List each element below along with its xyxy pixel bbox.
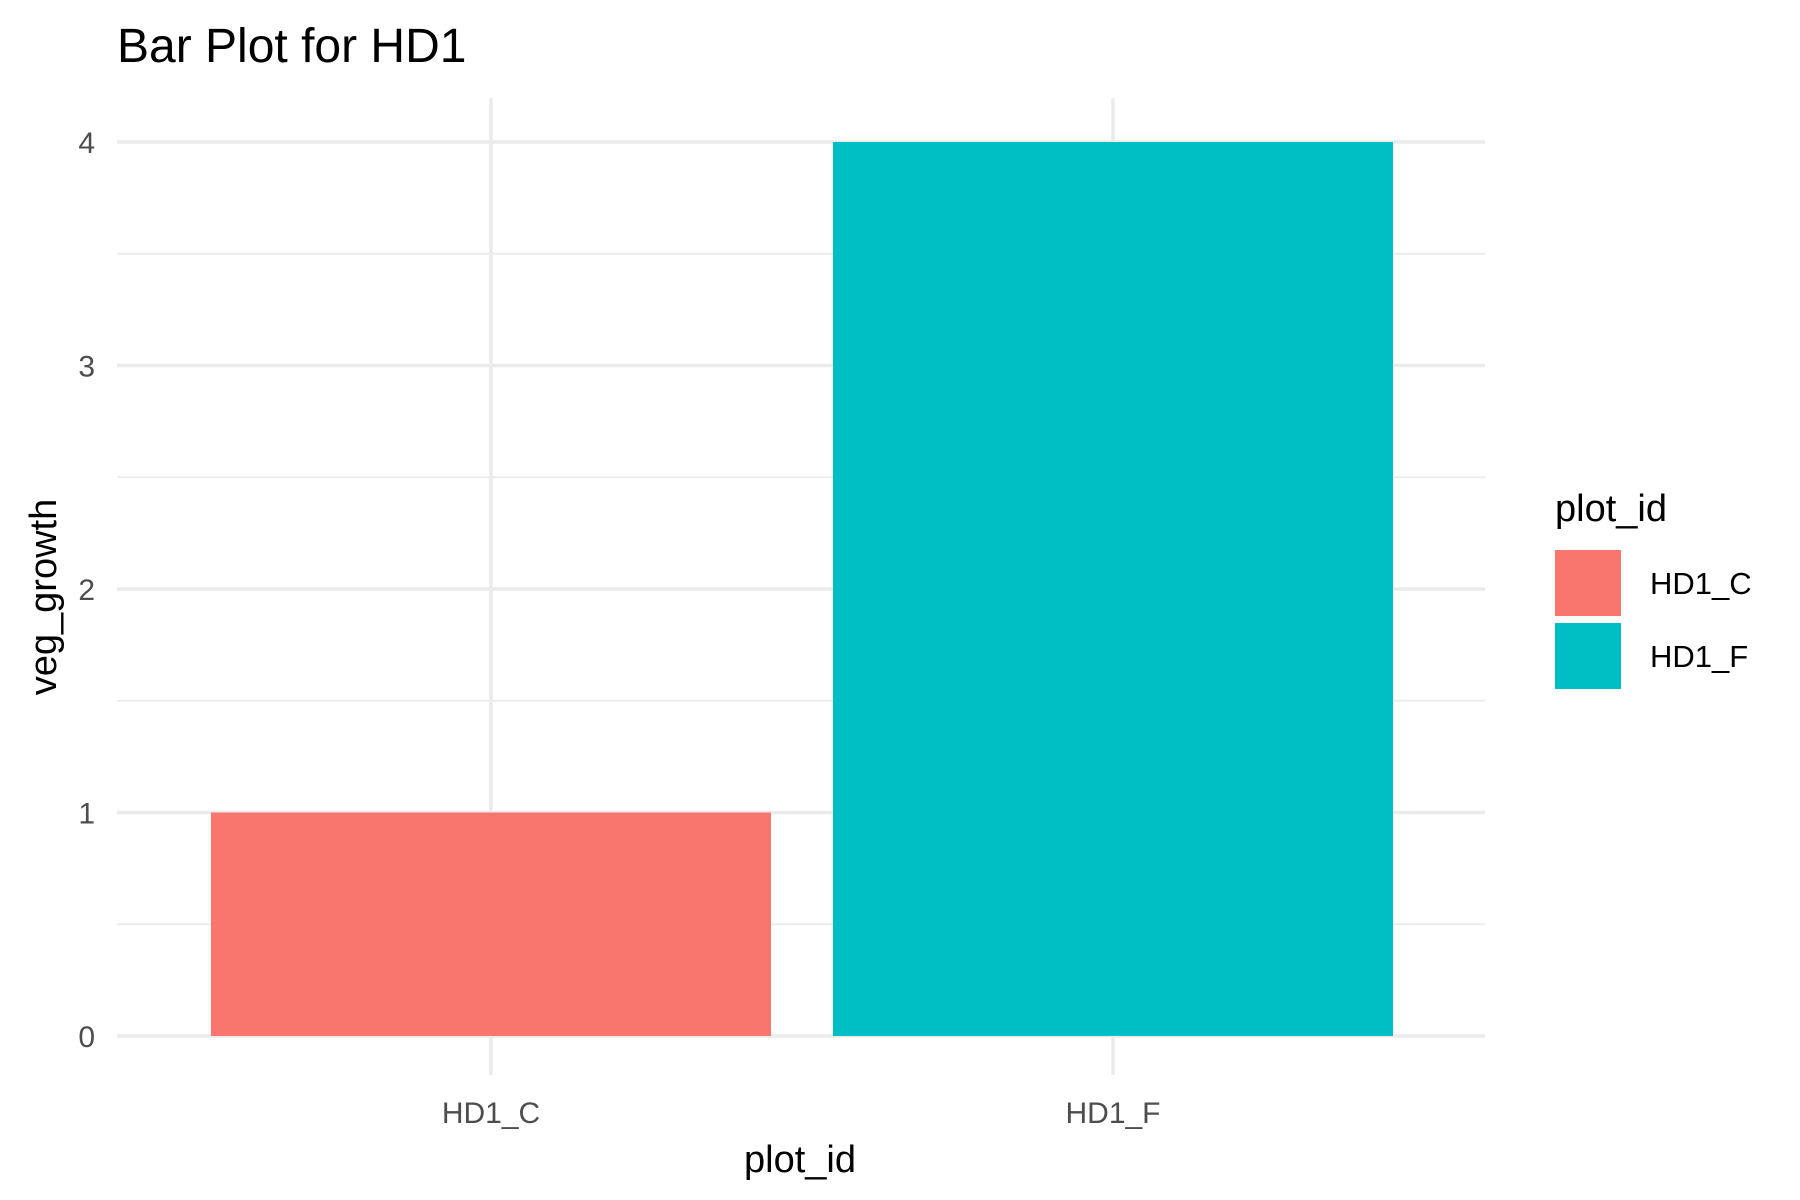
y-axis-title: veg_growth <box>23 499 65 695</box>
y-tick-label: 4 <box>78 127 95 160</box>
x-tick-label: HD1_C <box>442 1097 540 1130</box>
y-tick-label: 3 <box>78 351 95 384</box>
y-axis-ticks: 0 1 2 3 4 <box>78 127 95 1054</box>
legend-label: HD1_F <box>1650 639 1748 674</box>
legend: plot_id HD1_C HD1_F <box>1555 488 1752 689</box>
chart-title: Bar Plot for HD1 <box>117 20 466 73</box>
bar-hd1-c <box>211 812 771 1036</box>
x-tick-label: HD1_F <box>1065 1097 1160 1130</box>
bar-hd1-f <box>833 142 1393 1036</box>
y-tick-label: 2 <box>78 574 95 607</box>
bars <box>211 142 1393 1036</box>
legend-swatch <box>1555 623 1621 689</box>
legend-entries: HD1_C HD1_F <box>1555 550 1752 689</box>
y-tick-label: 1 <box>78 798 95 831</box>
legend-label: HD1_C <box>1650 566 1752 601</box>
x-axis-title: plot_id <box>744 1139 856 1181</box>
y-tick-label: 0 <box>78 1021 95 1054</box>
legend-swatch <box>1555 550 1621 616</box>
x-axis-ticks: HD1_C HD1_F <box>442 1097 1161 1130</box>
legend-title: plot_id <box>1555 488 1667 530</box>
